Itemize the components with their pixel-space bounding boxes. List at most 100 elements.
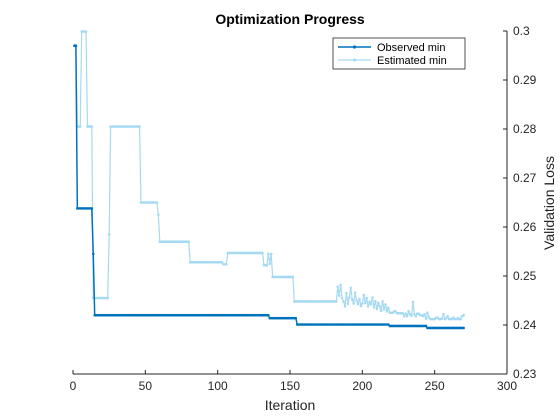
data-point — [78, 125, 82, 128]
legend-marker — [352, 58, 357, 62]
series-markers-observed-min — [73, 44, 465, 330]
data-point — [348, 296, 351, 299]
data-point — [342, 300, 345, 303]
data-point — [361, 302, 364, 305]
data-point — [261, 251, 264, 255]
data-point — [365, 296, 368, 300]
data-point — [371, 296, 374, 299]
y-tick-label: 0.29 — [513, 73, 537, 87]
data-point — [404, 312, 408, 316]
data-point — [294, 316, 298, 320]
data-point — [359, 304, 363, 308]
x-tick-label: 50 — [139, 379, 153, 393]
data-point — [265, 263, 269, 267]
data-point — [107, 233, 111, 236]
x-tick-label: 250 — [425, 379, 445, 393]
data-point — [91, 252, 95, 256]
data-point — [401, 311, 405, 315]
data-point — [384, 303, 387, 306]
data-point — [462, 313, 465, 317]
data-point — [358, 297, 361, 301]
data-point — [343, 305, 347, 308]
data-point — [291, 275, 295, 279]
data-point — [462, 326, 465, 330]
data-point — [267, 252, 270, 256]
y-tick-label: 0.28 — [513, 122, 537, 136]
data-point — [381, 300, 384, 303]
data-point — [349, 286, 353, 290]
data-point — [187, 240, 191, 243]
data-point — [157, 213, 160, 217]
series-markers-estimated-min — [73, 30, 465, 321]
data-point — [410, 314, 413, 317]
data-point — [267, 313, 270, 317]
data-point — [440, 317, 444, 320]
data-point — [345, 291, 348, 295]
data-point — [426, 311, 429, 315]
data-point — [268, 262, 272, 266]
data-point — [269, 252, 273, 256]
y-tick-label: 0.24 — [513, 318, 537, 332]
data-point — [411, 300, 415, 304]
data-point — [220, 260, 224, 264]
data-point — [350, 298, 354, 301]
data-point — [155, 201, 159, 204]
data-point — [375, 307, 379, 311]
data-point — [413, 312, 416, 316]
data-point — [339, 283, 342, 287]
data-point — [336, 285, 340, 289]
data-point — [378, 305, 381, 308]
data-point — [372, 306, 376, 309]
data-point — [90, 207, 94, 210]
data-point — [138, 125, 141, 128]
legend-label-estimated-min: Estimated min — [377, 55, 447, 67]
data-point — [225, 262, 228, 266]
data-point — [382, 308, 386, 311]
y-tick-label: 0.25 — [513, 269, 537, 283]
legend-marker — [352, 45, 357, 49]
data-point — [459, 317, 463, 321]
data-point — [385, 309, 389, 313]
data-point — [442, 312, 445, 316]
data-point — [444, 316, 448, 320]
data-point — [424, 317, 428, 320]
legend-label-observed-min: Observed min — [377, 42, 445, 54]
data-point — [106, 296, 110, 300]
data-point — [427, 315, 431, 319]
x-tick-label: 100 — [208, 379, 228, 393]
data-point — [84, 30, 88, 33]
data-point — [356, 302, 360, 306]
data-point — [376, 301, 380, 305]
y-axis-title: Validation Loss — [541, 156, 557, 250]
data-point — [363, 301, 367, 305]
y-tick-label: 0.23 — [513, 367, 537, 381]
series-line-estimated-min — [74, 30, 464, 321]
data-point — [368, 300, 371, 304]
data-point — [337, 294, 341, 297]
x-tick-label: 0 — [70, 379, 77, 393]
data-point — [402, 314, 406, 318]
x-axis-title: Iteration — [265, 397, 316, 413]
data-point — [421, 314, 425, 318]
data-point — [423, 312, 426, 316]
x-tick-label: 200 — [352, 379, 372, 393]
y-tick-label: 0.26 — [513, 220, 537, 234]
data-point — [353, 291, 357, 294]
data-point — [90, 125, 94, 128]
chart-title: Optimization Progress — [215, 11, 365, 27]
data-point — [334, 300, 338, 303]
data-point — [74, 44, 78, 47]
data-point — [424, 324, 428, 328]
data-point — [405, 314, 409, 318]
x-tick-label: 150 — [280, 379, 300, 393]
data-point — [414, 314, 418, 318]
data-point — [374, 299, 377, 303]
data-point — [362, 293, 366, 297]
y-tick-label: 0.3 — [513, 24, 530, 38]
data-point — [346, 302, 350, 306]
data-point — [355, 299, 358, 302]
